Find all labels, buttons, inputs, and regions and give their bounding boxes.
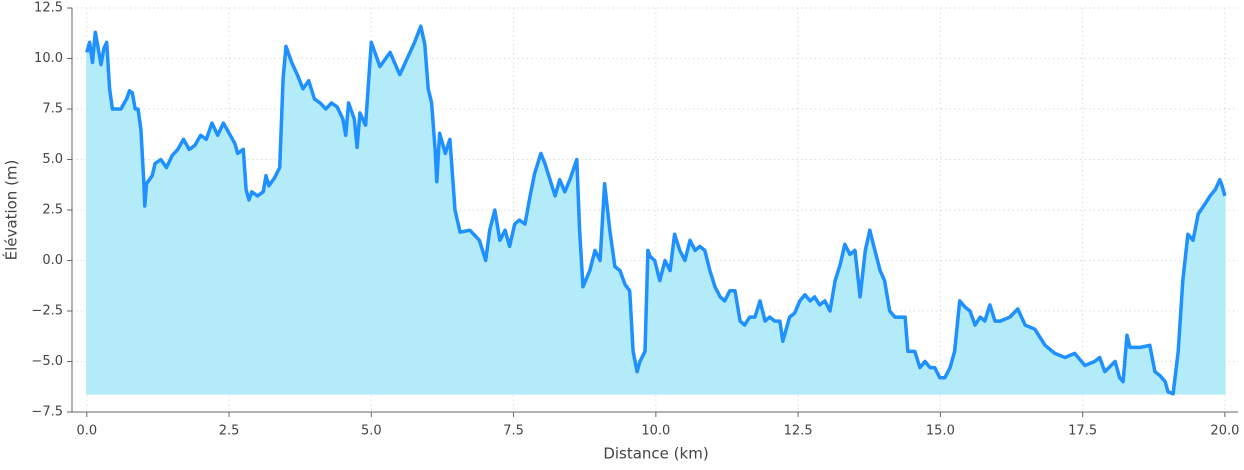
elevation-line [85, 24, 1227, 396]
x-tick-label: 20.0 [1210, 424, 1239, 439]
x-tick-label: 12.5 [784, 424, 813, 439]
x-tick-label: 15.0 [926, 424, 955, 439]
y-tick-label: 7.5 [42, 102, 63, 117]
x-tick-label: 17.5 [1068, 424, 1097, 439]
x-tick-label: 0.0 [76, 424, 97, 439]
y-axis-label: Élévation (m) [2, 160, 21, 261]
y-tick-label: 10.0 [34, 51, 63, 66]
y-tick-label: 12.5 [34, 1, 63, 16]
x-tick-label: 5.0 [361, 424, 382, 439]
x-tick-label: 2.5 [219, 424, 240, 439]
y-tick-label: 5.0 [42, 152, 63, 167]
x-tick-label: 7.5 [503, 424, 524, 439]
x-tick-label: 10.0 [641, 424, 670, 439]
y-tick-label: 0.0 [42, 253, 63, 268]
y-tick-label: −7.5 [31, 405, 63, 420]
x-axis-label: Distance (km) [603, 445, 708, 463]
y-tick-label: 2.5 [42, 203, 63, 218]
y-tick-label: −2.5 [31, 304, 63, 319]
y-tick-label: −5.0 [31, 354, 63, 369]
